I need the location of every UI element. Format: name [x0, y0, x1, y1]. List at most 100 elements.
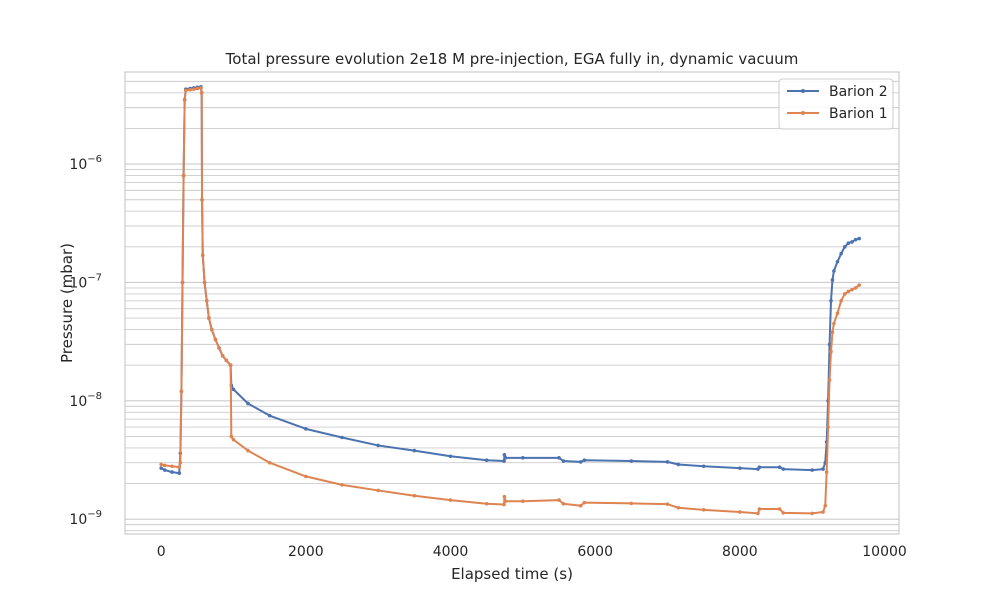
data-point — [578, 503, 583, 508]
data-point — [340, 483, 344, 487]
data-point — [701, 464, 706, 469]
grid-lines — [125, 71, 899, 532]
data-point — [200, 197, 204, 202]
data-point — [561, 501, 566, 506]
data-point — [207, 316, 211, 320]
data-point — [178, 460, 183, 465]
data-point — [195, 86, 200, 91]
data-point — [448, 454, 453, 459]
data-point — [231, 437, 236, 442]
y-tick-label: 10−7 — [69, 272, 102, 291]
data-point — [412, 448, 417, 453]
data-point — [557, 456, 561, 460]
data-point — [181, 173, 186, 178]
data-point — [781, 467, 786, 471]
data-point — [246, 401, 250, 406]
data-point — [738, 466, 742, 470]
data-point — [246, 448, 250, 453]
data-point — [830, 278, 835, 282]
data-point — [757, 465, 762, 470]
data-point — [853, 286, 858, 290]
plot-frame — [124, 71, 900, 535]
data-point — [827, 342, 832, 347]
data-point — [665, 460, 670, 464]
data-point — [853, 237, 858, 242]
y-axis-label: Pressure (mbar) — [58, 243, 76, 363]
chart-title: Total pressure evolution 2e18 M pre-inje… — [225, 50, 799, 68]
data-point — [821, 510, 825, 514]
data-point — [810, 511, 814, 516]
data-point — [777, 507, 782, 511]
data-point — [665, 502, 670, 506]
data-point — [412, 493, 417, 498]
legend: Barion 2 Barion 1 — [778, 78, 894, 130]
data-point — [376, 488, 380, 493]
data-point — [676, 462, 681, 467]
data-point — [231, 387, 236, 392]
data-point — [188, 87, 192, 92]
data-point — [842, 292, 847, 296]
series-barion-2 — [159, 84, 862, 475]
data-point — [179, 389, 184, 394]
data-point — [170, 464, 174, 469]
data-point — [503, 499, 508, 503]
data-point — [561, 459, 566, 463]
data-point — [502, 502, 506, 507]
data-point — [846, 289, 851, 294]
data-point — [582, 500, 587, 505]
data-point — [170, 470, 174, 474]
data-point — [484, 458, 489, 463]
x-tick-label: 0 — [157, 544, 166, 560]
data-point — [839, 251, 843, 256]
data-point — [267, 460, 272, 465]
data-point — [162, 468, 167, 472]
legend-marker — [801, 89, 805, 93]
x-axis-ticks: 0 2000 4000 6000 8000 10000 — [157, 544, 907, 560]
x-tick-label: 10000 — [862, 544, 907, 560]
data-point — [810, 468, 814, 472]
data-point — [521, 499, 525, 503]
data-point — [159, 466, 163, 470]
x-axis-label: Elapsed time (s) — [451, 565, 573, 583]
data-point — [830, 330, 835, 335]
y-tick-label: 10−8 — [69, 391, 102, 410]
data-point — [180, 280, 185, 285]
data-point — [340, 435, 344, 440]
data-point — [200, 253, 205, 257]
data-point — [210, 327, 214, 332]
series-layer — [159, 84, 862, 516]
data-point — [829, 299, 833, 303]
data-point — [229, 434, 234, 439]
data-point — [756, 511, 760, 516]
data-point — [850, 240, 854, 244]
x-tick-label: 4000 — [433, 544, 469, 560]
data-point — [202, 280, 207, 285]
data-point — [781, 511, 786, 515]
data-point — [220, 354, 225, 358]
data-point — [629, 501, 634, 506]
x-tick-label: 2000 — [288, 544, 324, 560]
data-point — [839, 299, 843, 303]
data-point — [842, 245, 847, 249]
data-point — [835, 311, 840, 316]
y-tick-label: 10−9 — [69, 509, 102, 528]
data-point — [676, 505, 681, 510]
legend-marker — [801, 111, 805, 115]
data-point — [376, 443, 380, 448]
data-point — [159, 462, 163, 467]
data-point — [177, 465, 182, 470]
data-point — [829, 349, 833, 354]
x-tick-label: 8000 — [722, 544, 758, 560]
data-point — [182, 97, 187, 102]
data-point — [191, 87, 196, 91]
data-point — [857, 283, 862, 287]
series-line — [160, 85, 860, 475]
data-point — [629, 459, 634, 463]
data-point — [177, 471, 182, 475]
data-point — [304, 427, 308, 431]
data-point — [217, 346, 221, 350]
data-point — [827, 378, 832, 382]
y-tick-label: 10−6 — [69, 154, 102, 173]
data-point — [267, 413, 272, 418]
data-point — [824, 470, 829, 474]
